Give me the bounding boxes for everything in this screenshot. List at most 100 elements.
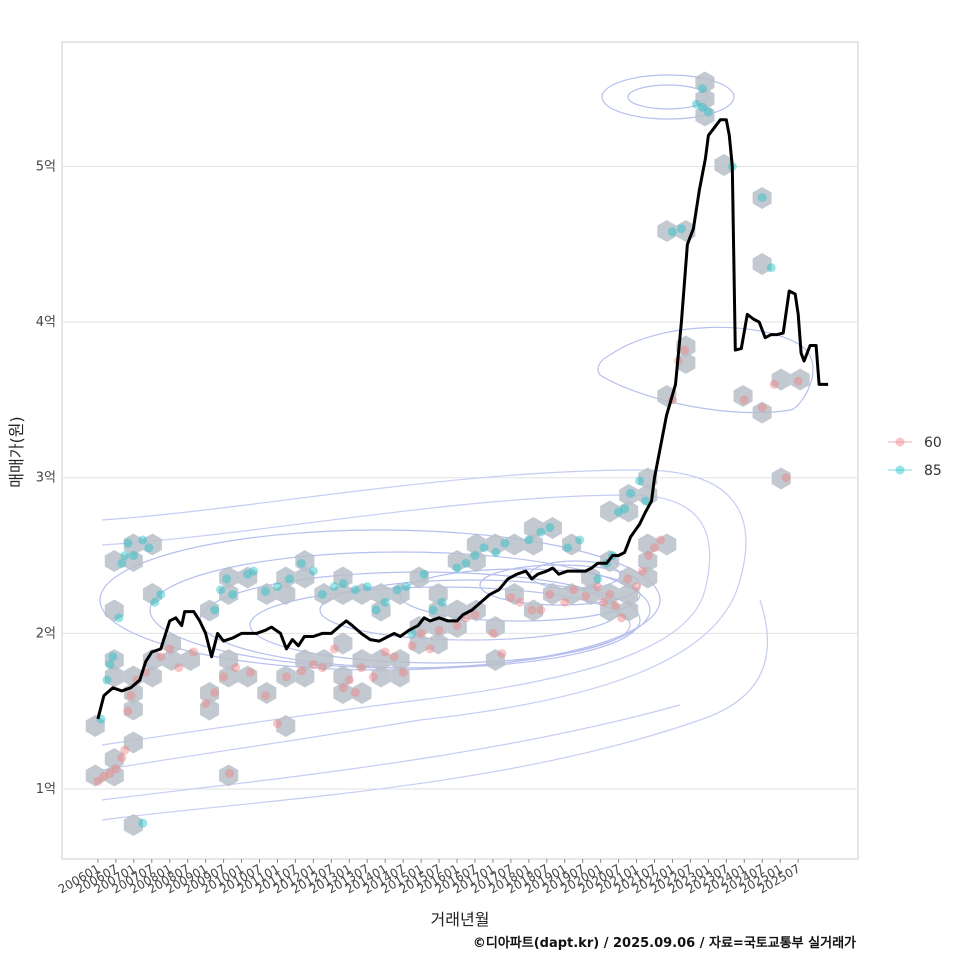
hexbin-cell bbox=[619, 566, 639, 589]
point-60 bbox=[407, 641, 417, 651]
y-tick-label: 5억 bbox=[36, 159, 56, 174]
legend-label-60: 60 bbox=[924, 435, 942, 451]
x-axis-title: 거래년월 bbox=[431, 910, 490, 929]
hexbin-cell bbox=[600, 500, 620, 523]
hexbin-cell bbox=[104, 748, 124, 770]
hexbin-cell bbox=[619, 599, 639, 622]
hexbin-cell bbox=[142, 665, 162, 688]
hexbin-cell bbox=[371, 599, 391, 622]
point-60 bbox=[93, 776, 103, 786]
x-tick-labels: 2006012006072007012007072008012008072009… bbox=[56, 859, 803, 897]
hexbin-cell bbox=[142, 533, 162, 556]
point-60 bbox=[398, 667, 408, 677]
hexbin-cell bbox=[428, 632, 448, 655]
hexbin-cell bbox=[333, 682, 353, 704]
hexbin-cell bbox=[333, 566, 353, 589]
point-60 bbox=[655, 535, 665, 545]
y-tick-label: 1억 bbox=[36, 782, 56, 797]
point-85 bbox=[614, 507, 624, 517]
hexbin-cell bbox=[752, 253, 772, 275]
point-60 bbox=[329, 644, 339, 654]
point-60 bbox=[296, 666, 306, 676]
point-85 bbox=[419, 569, 429, 579]
hexbin-cell bbox=[543, 517, 562, 539]
point-85 bbox=[102, 675, 112, 685]
hexbin-cell bbox=[295, 665, 315, 688]
median-price-line bbox=[96, 118, 829, 720]
point-85 bbox=[461, 558, 471, 568]
y-axis-title: 매매가(원) bbox=[7, 416, 26, 487]
point-85 bbox=[437, 597, 447, 607]
hexbin-cell bbox=[619, 583, 639, 605]
point-60 bbox=[281, 672, 291, 682]
hexbin-cell bbox=[409, 632, 429, 655]
hexbin-cell bbox=[562, 583, 582, 605]
point-85 bbox=[620, 504, 630, 514]
hexbin-cell bbox=[638, 550, 658, 572]
point-85 bbox=[676, 224, 686, 234]
point-60 bbox=[679, 345, 689, 355]
point-60 bbox=[593, 582, 603, 592]
point-60 bbox=[757, 403, 767, 413]
point-60 bbox=[617, 613, 627, 623]
hexbin-cell bbox=[161, 632, 181, 655]
hexbin-cell bbox=[142, 649, 162, 671]
hexbin-layer bbox=[85, 71, 810, 836]
hexbin-cell bbox=[409, 616, 429, 638]
point-85 bbox=[243, 569, 253, 579]
point-85 bbox=[338, 579, 348, 589]
point-60 bbox=[120, 745, 130, 755]
point-85 bbox=[479, 543, 489, 553]
hexbin-cell bbox=[485, 649, 505, 671]
point-60 bbox=[225, 768, 235, 778]
point-60 bbox=[308, 659, 318, 669]
hexbin-cell bbox=[314, 649, 334, 671]
hexbin-cell bbox=[714, 154, 734, 176]
y-tick-label: 3억 bbox=[36, 471, 56, 486]
point-85 bbox=[524, 535, 534, 545]
hexbin-cell bbox=[123, 533, 143, 556]
point-85 bbox=[108, 652, 118, 662]
point-85 bbox=[138, 535, 148, 545]
hexbin-cell bbox=[562, 533, 582, 556]
point-85 bbox=[117, 558, 127, 568]
hexbin-cell bbox=[523, 599, 543, 622]
hexbin-cell bbox=[619, 500, 639, 523]
hexbin-cell bbox=[581, 583, 601, 605]
point-60 bbox=[739, 395, 749, 405]
point-60 bbox=[126, 691, 136, 701]
point-85 bbox=[545, 523, 555, 533]
hexbin-cell bbox=[676, 352, 696, 374]
point-60 bbox=[260, 691, 270, 701]
point-85 bbox=[697, 84, 707, 94]
legend: 60 85 bbox=[888, 435, 942, 479]
point-60 bbox=[638, 566, 648, 576]
hexbin-cell bbox=[276, 566, 296, 589]
point-85 bbox=[249, 566, 259, 576]
hexbin-cell bbox=[219, 764, 239, 787]
point-85 bbox=[757, 193, 767, 203]
hexbin-cell bbox=[295, 649, 315, 671]
hexbin-cell bbox=[219, 649, 239, 671]
hexbin-cell bbox=[409, 566, 429, 589]
hexbin-cell bbox=[657, 533, 677, 556]
point-60 bbox=[781, 473, 791, 483]
hexbin-cell bbox=[295, 550, 315, 572]
point-60 bbox=[231, 663, 241, 673]
point-85 bbox=[210, 605, 220, 615]
point-85 bbox=[593, 574, 603, 584]
point-85 bbox=[536, 527, 546, 537]
point-85 bbox=[284, 574, 294, 584]
hexbin-cell bbox=[333, 632, 353, 655]
hexbin-cell bbox=[276, 665, 296, 688]
hexbin-cell bbox=[123, 550, 143, 572]
hexbin-cell bbox=[638, 533, 658, 556]
scatter-points bbox=[93, 84, 803, 828]
hexbin-cell bbox=[543, 583, 562, 605]
point-60 bbox=[111, 764, 121, 774]
point-85 bbox=[635, 476, 645, 486]
point-85 bbox=[470, 551, 480, 561]
point-85 bbox=[144, 543, 154, 553]
point-85 bbox=[350, 585, 360, 595]
